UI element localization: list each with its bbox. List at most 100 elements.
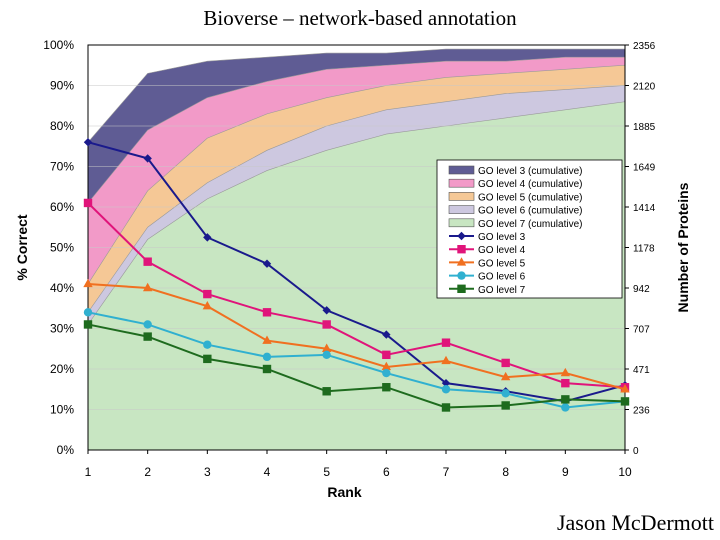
y-tick-label: 10% [50,403,74,417]
point-go-level-7 [203,354,212,364]
point-go-level-5 [381,361,392,371]
slide-title: Bioverse – network-based annotation [203,6,517,30]
legend-marker [457,284,466,293]
point-go-level-4 [203,289,212,299]
point-go-level-7 [382,383,391,392]
point-go-level-6 [262,352,272,362]
point-go-level-7 [143,332,152,341]
y-tick-label: 50% [50,241,74,255]
legend-label: GO level 7 [478,285,526,296]
point-go-level-5 [560,367,571,377]
point-go-level-4 [501,358,510,368]
point-go-level-5 [142,282,153,292]
point-go-level-3 [441,378,451,388]
point-go-level-4 [322,320,331,329]
point-go-level-7 [441,403,451,412]
y2-tick-label: 1649 [633,163,656,174]
y-tick-label: 90% [50,79,74,93]
point-go-level-3 [382,330,391,339]
x-tick-label: 3 [204,465,211,479]
x-tick-label: 9 [562,465,569,479]
point-go-level-3 [322,306,331,315]
x-tick-label: 6 [383,465,390,479]
point-go-level-4 [83,198,93,208]
legend-label: GO level 3 [478,232,526,243]
y-tick-label: 70% [50,160,74,174]
legend-label: GO level 6 (cumulative) [478,206,582,217]
point-go-level-6 [83,308,93,317]
y2-tick-label: 942 [633,284,650,295]
x-tick-label: 7 [443,465,450,479]
point-go-level-5 [83,278,93,288]
legend-marker [457,245,466,254]
line-go-level-4 [87,202,626,389]
point-go-level-3 [143,154,152,163]
point-go-level-4 [441,338,451,347]
y2-tick-label: 1414 [633,203,656,214]
point-go-level-7 [262,364,272,374]
legend-marker [457,271,466,280]
point-go-level-4 [143,257,152,266]
line-go-level-7 [87,323,626,409]
x-tick-label: 5 [323,465,330,479]
point-go-level-5 [202,301,213,310]
x-axis-label: Rank [327,484,361,500]
point-go-level-6 [143,320,152,329]
y2-tick-label: 2120 [633,82,656,93]
y-tick-label: 80% [50,119,74,133]
y2-axis-label: Number of Proteins [675,182,691,312]
y2-tick-label: 1885 [633,122,656,133]
legend-swatch [448,192,475,201]
point-go-level-5 [321,343,332,352]
x-tick-label: 1 [85,465,92,479]
line-series [83,138,630,412]
y2-tick-label: 236 [633,406,650,417]
author-name: Jason McDermott [556,510,714,535]
legend-label: GO level 7 (cumulative) [478,219,582,230]
y-tick-label: 100% [43,38,74,52]
legend-swatch [448,178,475,188]
point-go-level-7 [561,395,570,404]
legend: GO level 3 (cumulative) GO level 4 (cumul… [436,159,623,299]
y2-tick-label: 1178 [633,244,655,255]
legend-swatch [448,165,475,175]
plot-frame [87,44,626,451]
line-go-level-6 [87,311,626,409]
point-go-level-5 [500,371,511,381]
point-go-level-4 [262,308,272,317]
point-go-level-4 [561,378,570,388]
point-go-level-6 [322,350,331,360]
point-go-level-7 [83,320,93,329]
x-tick-label: 4 [264,465,271,479]
x-tick-label: 2 [144,465,151,479]
point-go-level-4 [382,350,391,360]
legend-swatch [448,218,475,228]
point-go-level-6 [441,385,451,394]
point-go-level-7 [501,401,510,410]
line-go-level-5 [87,282,626,391]
y2-tick-label: 0 [633,446,639,457]
y-axis-label: % Correct [14,214,30,280]
y-tick-label: 60% [50,200,74,214]
line-go-level-3 [87,141,626,403]
point-go-level-6 [501,389,510,398]
y2-tick-label: 2356 [633,41,656,52]
x-tick-label: 10 [618,465,632,479]
point-go-level-5 [620,384,630,393]
point-go-level-6 [203,340,212,349]
y2-tick-label: 471 [633,365,650,376]
legend-label: GO level 4 [478,245,526,256]
legend-label: GO level 6 [478,272,526,283]
point-go-level-6 [382,368,391,378]
legend-label: GO level 4 (cumulative) [478,179,582,190]
point-go-level-3 [83,138,93,147]
legend-marker [456,257,467,266]
legend-swatch [448,205,475,214]
point-go-level-3 [262,259,272,268]
point-go-level-7 [322,387,331,396]
legend-label: GO level 5 [478,258,526,269]
axes: 0%10%20%30%40%50%60%70%80%90%100%0236471… [43,38,655,479]
y-tick-label: 0% [57,443,75,457]
point-go-level-7 [620,397,630,406]
